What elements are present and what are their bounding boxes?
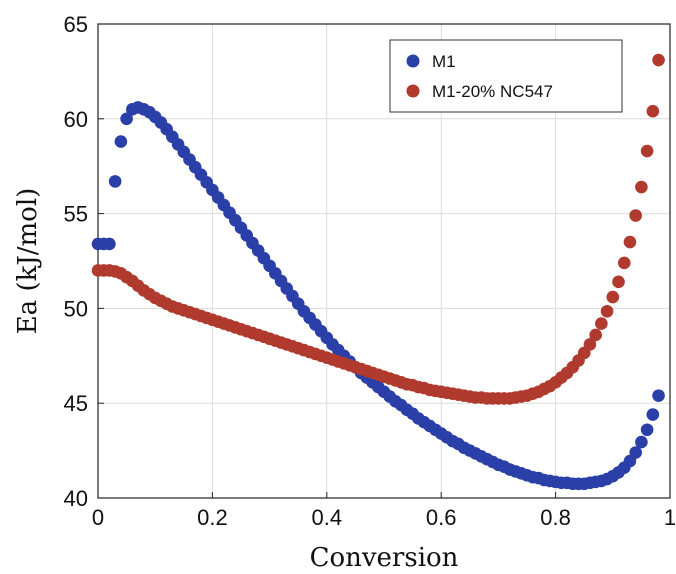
x-tick-label: 1 [664,505,676,530]
data-point [108,175,122,188]
data-point [640,423,654,437]
data-point [646,104,660,118]
legend-label-m1: M1 [432,52,456,71]
legend-label-m1-20-nc547: M1-20% NC547 [432,82,553,101]
legend-box [389,39,623,113]
data-point [617,256,631,270]
y-tick-label: 45 [64,391,88,416]
x-tick-label: 0.6 [426,505,457,530]
x-axis-title: Conversion [310,543,459,573]
data-point [612,275,625,289]
data-point [652,53,665,67]
data-point [652,389,665,402]
y-tick-label: 40 [64,486,88,511]
y-tick-label: 50 [64,296,88,321]
data-point [629,209,642,222]
data-point [635,435,648,449]
y-axis-ticks: 40 45 50 55 60 65 [64,12,104,511]
series-0 [91,101,665,491]
y-tick-label: 60 [64,107,88,132]
y-axis-title: Ea (kJ/mol) [13,188,43,335]
data-point [646,408,660,421]
legend-marker-m1 [406,54,420,68]
y-tick-label: 65 [64,12,88,37]
x-tick-label: 0.8 [540,505,571,530]
x-tick-label: 0 [92,505,104,530]
data-series [91,53,665,491]
x-tick-label: 0.4 [312,505,343,530]
data-point [103,237,116,251]
data-point [600,304,614,318]
data-point [606,290,620,304]
data-point [120,112,133,126]
data-point [629,446,642,459]
plot-frame [97,23,671,499]
data-point [114,135,128,148]
data-point [623,235,637,249]
data-point [589,328,602,342]
data-point [640,144,654,158]
x-axis-ticks: 0 0.2 0.4 0.6 0.8 1 [92,492,676,530]
data-point [583,338,597,351]
data-point [595,317,608,330]
series-1 [91,53,665,405]
y-tick-label: 55 [64,202,88,227]
legend-marker-m1-20-nc547 [406,84,420,98]
data-point [635,180,648,194]
x-tick-label: 0.2 [197,505,228,530]
legend: M1 M1-20% NC547 [389,39,623,113]
